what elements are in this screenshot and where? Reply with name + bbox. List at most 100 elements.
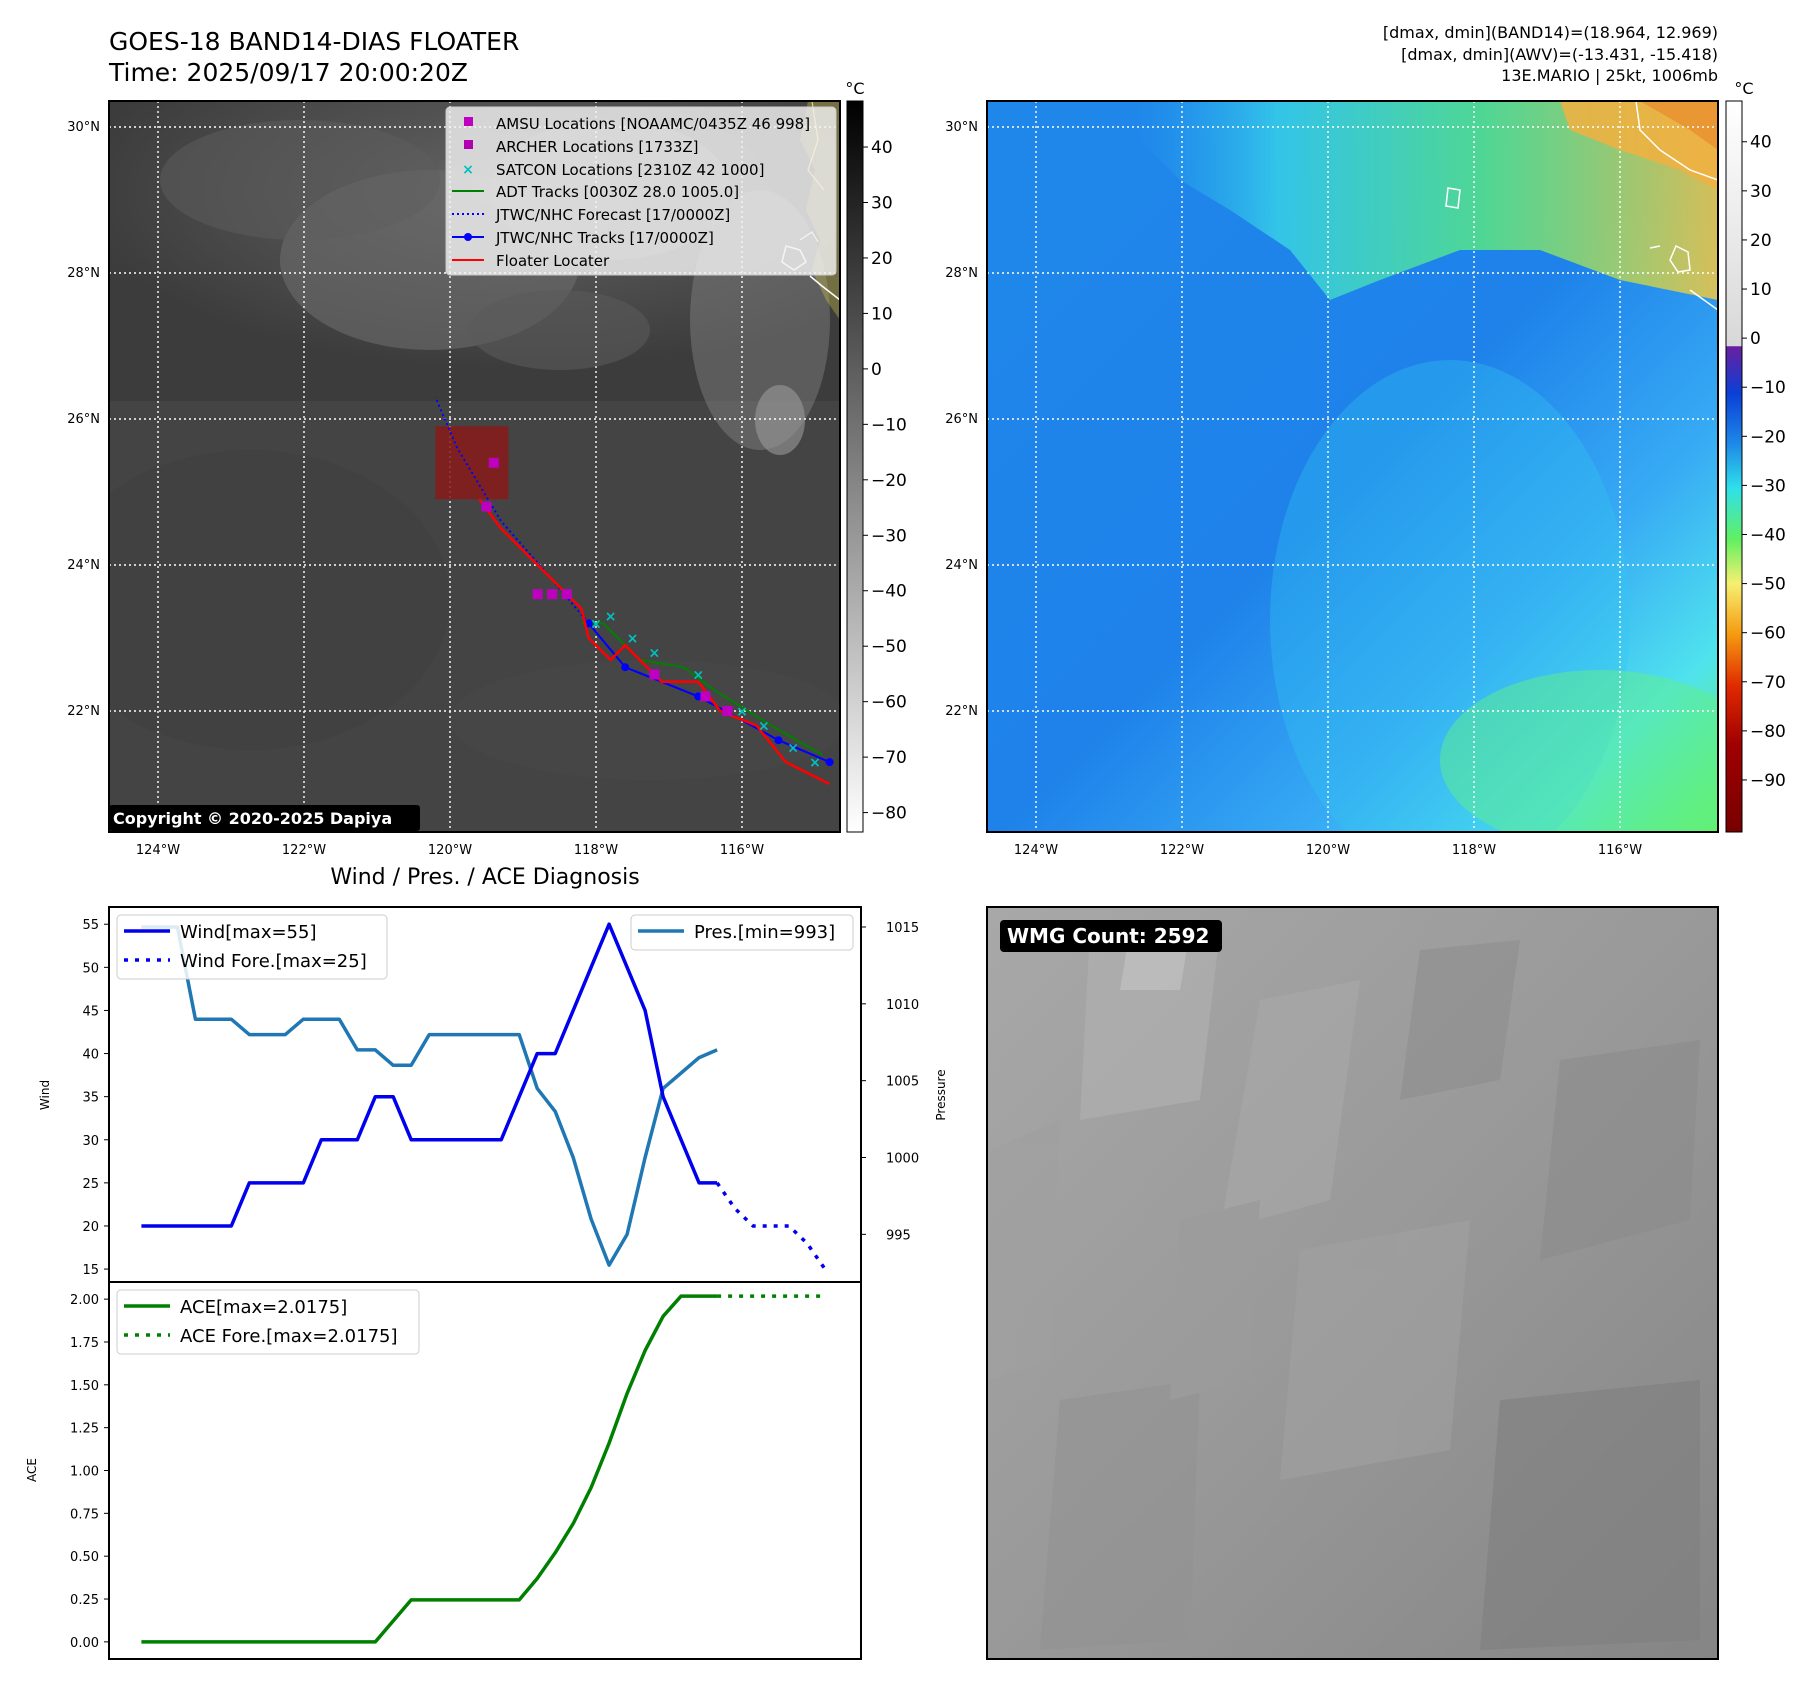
ace-lines [141, 1294, 825, 1644]
band14-lat-tick: 24°N [67, 558, 100, 573]
legend-wind-fore-label: Wind Fore.[max=25] [180, 951, 367, 972]
ace-tick-label: 0.50 [70, 1550, 99, 1565]
jtwc-track-point [825, 758, 834, 767]
amsu-point [532, 589, 543, 600]
wind-tick-label: 50 [82, 961, 99, 976]
satcon-point: × [590, 616, 602, 632]
wmg-label-box [1000, 920, 1222, 952]
amsu-point [488, 457, 499, 468]
wind-pressure-lines [141, 922, 827, 1271]
ace-tick-label: 2.00 [70, 1293, 99, 1308]
stats-line-2: [dmax, dmin](AWV)=(-13.431, -15.418) [1401, 45, 1718, 64]
band14-lon-tick: 118°W [574, 843, 618, 858]
legend-pres-label: Pres.[min=993] [694, 922, 835, 943]
wind-tick-label: 35 [82, 1091, 99, 1106]
legend-satcon-marker: × [462, 162, 474, 178]
jtwc-track-point [694, 692, 703, 701]
satcon-point: × [758, 719, 770, 735]
legend-forecast-label: JTWC/NHC Forecast [17/0000Z] [495, 206, 730, 224]
band14-lat-tick: 26°N [67, 412, 100, 427]
colorbar-tick-label: 0 [1750, 329, 1761, 349]
colorbar-tick-label: −60 [871, 693, 907, 713]
satcon-point: × [736, 704, 748, 720]
stats-line-3: 13E.MARIO | 25kt, 1006mb [1501, 66, 1718, 85]
band14-colorbar [846, 100, 864, 833]
amsu-point [649, 669, 660, 680]
amsu-point [700, 691, 711, 702]
awv-lat-tick: 28°N [945, 266, 978, 281]
wind-line [141, 922, 718, 1228]
wind-tick-label: 15 [82, 1263, 99, 1278]
ace-tick-label: 1.75 [70, 1336, 99, 1351]
wmg-frame [986, 906, 1719, 1660]
band14-lat-tick: 22°N [67, 704, 100, 719]
pressure-tick-label: 1015 [886, 921, 919, 936]
colorbar-tick-label: −40 [871, 582, 907, 602]
awv-lon-tick: 120°W [1306, 843, 1350, 858]
amsu-point [722, 706, 733, 716]
legend-archer-marker [464, 140, 473, 149]
ace-tick-label: 1.00 [70, 1465, 99, 1480]
pressure-tick-label: 1000 [886, 1152, 919, 1167]
legend-amsu-label: AMSU Locations [NOAAMC/0435Z 46 998] [496, 115, 810, 133]
legend-amsu-marker [464, 117, 473, 126]
pressure-tick-label: 995 [886, 1228, 911, 1243]
satcon-point: × [627, 631, 639, 647]
colorbar-tick-label: 20 [871, 249, 893, 269]
pressure-legend: Pres.[min=993] [630, 914, 854, 951]
colorbar-tick-label: −10 [871, 415, 907, 435]
colorbar-tick-label: −10 [1750, 378, 1786, 398]
satcon-point: × [605, 609, 617, 625]
jtwc-track-point [774, 736, 783, 745]
legend-satcon-label: SATCON Locations [2310Z 42 1000] [496, 161, 764, 179]
colorbar-tick-label: 30 [871, 193, 893, 213]
awv-lat-tick: 26°N [945, 412, 978, 427]
wmg-count-label: WMG Count: 2592 [1007, 924, 1209, 948]
legend-archer-label: ARCHER Locations [1733Z] [496, 138, 699, 156]
stats-line-1: [dmax, dmin](BAND14)=(18.964, 12.969) [1383, 23, 1718, 42]
band14-track-layer: ××××××××× [434, 396, 834, 786]
colorbar-tick-label: 10 [1750, 280, 1772, 300]
awv-colorbar-unit: °C [1734, 79, 1753, 98]
awv-lat-tick: 24°N [945, 558, 978, 573]
colorbar-tick-label: −30 [1750, 476, 1786, 496]
colorbar-tick-label: −50 [871, 637, 907, 657]
amsu-point [481, 501, 492, 512]
band14-frame [108, 100, 841, 833]
wind-ticks: 55 50 45 40 35 30 25 20 15 1015 1010 1005 1000 995 [82, 918, 919, 1278]
awv-imagery [987, 101, 1718, 832]
ace-axis-label: ACE [25, 1458, 39, 1482]
legend-ace-label: ACE[max=2.0175] [180, 1297, 347, 1318]
colorbar-tick-label: 40 [1750, 133, 1772, 153]
title-line-1: GOES-18 BAND14-DIAS FLOATER [109, 27, 519, 56]
band14-colorbar-unit: °C [845, 79, 864, 98]
ace-line [141, 1294, 718, 1644]
diagnosis-title: Wind / Pres. / ACE Diagnosis [330, 865, 639, 890]
colorbar-tick-label: −80 [871, 804, 907, 824]
band14-map-panel: ××××××××× 124°W 122°W 120°W 118°W 116°W … [67, 79, 907, 858]
colorbar-tick-label: −70 [871, 748, 907, 768]
band14-lat-tick: 30°N [67, 120, 100, 135]
colorbar-tick-label: −40 [1750, 525, 1786, 545]
wmg-panel: WMG Count: 2592 [986, 906, 1719, 1660]
colorbar-tick-label: 20 [1750, 231, 1772, 251]
wind-tick-label: 25 [82, 1177, 99, 1192]
adt-track [581, 622, 823, 756]
satcon-point: × [649, 646, 661, 662]
ace-tick-label: 1.25 [70, 1422, 99, 1437]
awv-lat-tick: 30°N [945, 120, 978, 135]
band14-legend: AMSU Locations [NOAAMC/0435Z 46 998] ARC… [445, 106, 837, 276]
colorbar-tick-label: −90 [1750, 771, 1786, 791]
legend-floater-label: Floater Locater [496, 252, 610, 270]
band14-lon-tick: 124°W [136, 843, 180, 858]
satcon-point: × [787, 741, 799, 757]
wind-tick-label: 55 [82, 918, 99, 933]
wind-legend: Wind[max=55] Wind Fore.[max=25] [116, 914, 388, 980]
wind-tick-label: 45 [82, 1004, 99, 1019]
satcon-point: × [809, 755, 821, 771]
pressure-axis-label: Pressure [934, 1069, 948, 1120]
ace-tick-label: 1.50 [70, 1379, 99, 1394]
copyright-box [109, 805, 420, 831]
awv-gridlines [987, 101, 1718, 832]
